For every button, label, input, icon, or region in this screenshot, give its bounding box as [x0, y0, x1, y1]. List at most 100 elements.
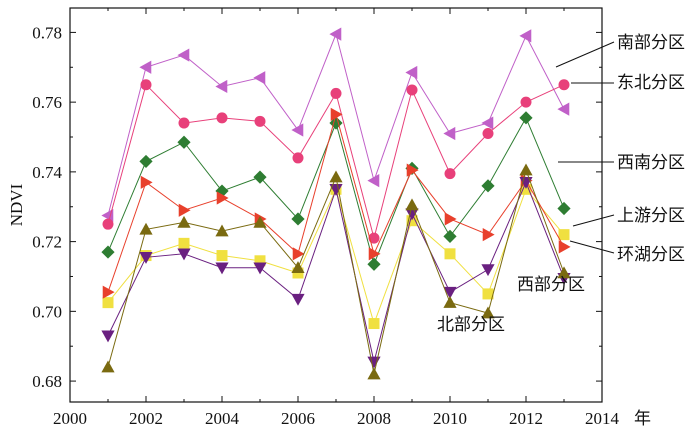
- x-tick-label: 2008: [357, 409, 391, 428]
- data-point: [101, 208, 114, 223]
- data-point: [215, 79, 228, 94]
- data-point: [292, 152, 304, 164]
- data-point: [101, 330, 115, 343]
- data-point: [330, 107, 343, 121]
- data-point: [519, 111, 533, 125]
- data-point: [215, 224, 229, 237]
- y-tick-label: 0.76: [32, 93, 62, 112]
- data-point: [481, 179, 495, 193]
- series-label: 北部分区: [437, 315, 505, 335]
- data-point: [178, 203, 191, 217]
- data-point: [178, 237, 190, 249]
- x-tick-label: 2010: [433, 409, 467, 428]
- x-tick-label: 2014: [585, 409, 620, 428]
- data-point: [102, 218, 114, 230]
- y-tick-label: 0.70: [32, 302, 62, 321]
- y-tick-label: 0.68: [32, 372, 62, 391]
- data-point: [368, 232, 380, 244]
- data-point: [139, 60, 152, 74]
- data-point: [102, 297, 114, 309]
- data-point: [406, 163, 419, 177]
- data-point: [253, 262, 267, 275]
- data-point: [139, 154, 153, 169]
- series-西部分区: [101, 177, 571, 369]
- data-point: [520, 96, 532, 108]
- data-point: [443, 229, 457, 243]
- data-point: [291, 212, 305, 226]
- data-point: [367, 173, 380, 188]
- data-point: [443, 126, 456, 141]
- data-point: [481, 116, 494, 130]
- series-label: 西部分区: [517, 275, 585, 295]
- data-point: [139, 222, 153, 235]
- leader-line: [572, 214, 615, 227]
- series-line: [107, 187, 565, 326]
- series-label: 上游分区: [617, 206, 685, 226]
- data-point: [405, 65, 418, 80]
- data-point: [443, 286, 457, 299]
- y-tick-label: 0.72: [32, 233, 62, 252]
- data-point: [177, 48, 190, 62]
- data-point: [177, 135, 191, 149]
- series-环湖分区: [102, 107, 571, 299]
- series-line: [107, 83, 565, 241]
- data-point: [367, 356, 381, 369]
- data-point: [292, 247, 305, 261]
- data-point: [102, 285, 115, 299]
- data-point: [481, 306, 495, 319]
- data-point: [558, 240, 571, 254]
- data-point: [254, 255, 266, 267]
- series-label: 东北分区: [617, 73, 685, 93]
- chart-series: [101, 27, 571, 380]
- chart-axes: 2000 2002 2004 2006 2008 2010 2012 2014 年 0.68 0.7…: [7, 7, 651, 428]
- data-point: [557, 102, 570, 116]
- data-point: [101, 245, 115, 259]
- data-point: [330, 87, 342, 99]
- data-point: [140, 79, 152, 91]
- series-上游分区: [102, 183, 570, 330]
- data-point: [443, 296, 457, 308]
- y-tick-label: 0.78: [32, 23, 62, 42]
- data-point: [519, 163, 533, 176]
- data-point: [405, 198, 419, 211]
- series-北部分区: [101, 163, 571, 380]
- leader-line: [555, 41, 615, 68]
- series-南部分区: [101, 27, 570, 223]
- data-point: [177, 215, 191, 228]
- x-axis-label: 年: [634, 409, 651, 428]
- data-point: [216, 112, 228, 124]
- data-point: [139, 252, 153, 264]
- data-point: [368, 247, 381, 261]
- data-point: [329, 184, 343, 196]
- data-point: [329, 170, 343, 183]
- x-tick-label: 2006: [281, 409, 315, 428]
- data-point: [519, 29, 532, 43]
- data-point: [481, 264, 495, 277]
- y-axis-title: NDVI: [7, 183, 26, 226]
- data-point: [367, 257, 381, 271]
- series-label: 西南分区: [617, 153, 685, 173]
- data-point: [557, 266, 571, 279]
- data-point: [253, 170, 267, 184]
- x-tick-label: 2000: [53, 409, 87, 428]
- data-point: [558, 229, 570, 241]
- data-point: [367, 367, 381, 380]
- data-point: [520, 183, 532, 195]
- data-point: [291, 261, 305, 274]
- series-label: 南部分区: [617, 33, 685, 53]
- data-point: [291, 123, 304, 137]
- data-point: [444, 212, 457, 226]
- data-point: [444, 248, 456, 260]
- data-point: [178, 117, 190, 129]
- data-point: [329, 27, 342, 41]
- data-point: [368, 318, 380, 330]
- data-point: [291, 293, 305, 306]
- data-point: [215, 262, 229, 275]
- data-point: [140, 175, 153, 189]
- series-label: 环湖分区: [617, 245, 685, 265]
- data-point: [101, 360, 115, 373]
- series-东北分区: [102, 79, 570, 244]
